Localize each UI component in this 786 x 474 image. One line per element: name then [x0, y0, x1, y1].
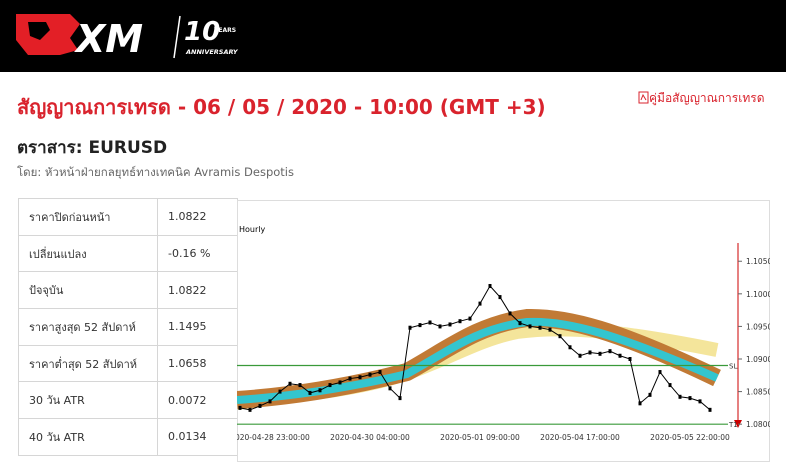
price-candle — [268, 399, 272, 404]
price-candle — [238, 405, 242, 410]
price-candle — [308, 390, 312, 395]
guide-link-text[interactable]: คู่มือสัญญาณการเทรด — [649, 91, 765, 105]
x-tick-label: 2020-04-30 04:00:00 — [330, 433, 410, 442]
x-tick-label: 2020-05-05 22:00:00 — [650, 433, 730, 442]
x-tick-label: 2020-04-28 23:00:00 — [237, 433, 310, 442]
price-candle — [368, 372, 372, 377]
price-candle — [388, 386, 392, 391]
price-candle — [468, 316, 472, 321]
price-candle — [658, 370, 662, 375]
header: XM 10 YEARS ANNIVERSARY — [0, 0, 786, 72]
anniv-years: YEARS — [213, 27, 236, 34]
x-tick-label: 2020-05-04 17:00:00 — [540, 433, 620, 442]
price-candle — [538, 325, 542, 330]
price-candle — [688, 396, 692, 401]
price-candle — [558, 334, 562, 339]
price-candle — [548, 327, 552, 332]
row-value: 0.0134 — [157, 418, 238, 456]
price-candle — [568, 345, 572, 350]
anniv-word: ANNIVERSARY — [185, 48, 239, 56]
chart-subtitle: Hourly — [239, 225, 265, 234]
table-row: ปัจจุบัน 1.0822 — [18, 271, 238, 310]
row-label: ปัจจุบัน — [18, 271, 158, 310]
logo[interactable]: XM 10 YEARS ANNIVERSARY — [0, 0, 260, 72]
table-row: ราคาต่ำสุด 52 สัปดาห์ 1.0658 — [18, 344, 238, 383]
level-label: SL — [729, 363, 737, 371]
price-candle — [438, 324, 442, 329]
price-candle — [598, 351, 602, 356]
price-candle — [278, 389, 282, 394]
price-candle — [478, 301, 482, 306]
level-label: T1 — [728, 421, 738, 429]
y-tick-label: 1.0950 — [746, 322, 770, 331]
author: โดย: หัวหน้าฝ่ายกลยุทธ์ทางเทคนิค Avramis… — [17, 165, 294, 179]
row-label: ราคาต่ำสุด 52 สัปดาห์ — [18, 344, 158, 383]
pdf-icon — [638, 91, 649, 104]
table-row: ราคาปิดก่อนหน้า 1.0822 — [18, 198, 238, 236]
price-candle — [638, 401, 642, 406]
row-label: 40 วัน ATR — [18, 418, 158, 456]
price-candle — [668, 383, 672, 388]
price-candle — [448, 322, 452, 327]
price-candle — [608, 349, 612, 354]
row-value: 1.0822 — [157, 198, 238, 236]
row-label: เปลี่ยนแปลง — [18, 234, 158, 273]
anniv-number: 10 — [184, 17, 220, 47]
price-candle — [298, 383, 302, 388]
row-value: 1.0822 — [157, 271, 238, 310]
price-candle — [418, 323, 422, 328]
y-tick-label: 1.0900 — [746, 355, 770, 364]
price-candle — [508, 311, 512, 316]
table-row: ราคาสูงสุด 52 สัปดาห์ 1.1495 — [18, 308, 238, 346]
price-candle — [488, 284, 492, 289]
price-candle — [258, 403, 262, 408]
row-value: -0.16 % — [157, 234, 238, 273]
price-candle — [458, 319, 462, 324]
price-candle — [338, 380, 342, 385]
table-row: 40 วัน ATR 0.0134 — [18, 418, 238, 456]
row-value: 0.0072 — [157, 381, 238, 420]
price-candle — [628, 357, 632, 362]
price-line — [239, 285, 711, 411]
x-tick-label: 2020-05-01 09:00:00 — [440, 433, 520, 442]
row-label: 30 วัน ATR — [18, 381, 158, 420]
instrument: ตราสาร: EURUSD — [17, 138, 168, 158]
price-candle — [248, 407, 252, 412]
y-tick-label: 1.0800 — [746, 420, 770, 429]
price-candle — [528, 324, 532, 329]
price-candle — [398, 396, 402, 401]
price-candle — [648, 392, 652, 397]
price-candle — [588, 350, 592, 355]
info-table: ราคาปิดก่อนหน้า 1.0822 เปลี่ยนแปลง -0.16 % ป… — [18, 198, 238, 456]
row-label: ราคาสูงสุด 52 สัปดาห์ — [18, 308, 158, 346]
y-tick-label: 1.1050 — [746, 257, 770, 266]
price-candle — [328, 383, 332, 388]
price-candle — [378, 370, 382, 375]
row-value: 1.1495 — [157, 308, 238, 346]
row-value: 1.0658 — [157, 344, 238, 383]
price-candle — [708, 407, 712, 412]
y-tick-label: 1.0850 — [746, 388, 770, 397]
table-row: เปลี่ยนแปลง -0.16 % — [18, 234, 238, 273]
price-candle — [428, 320, 432, 325]
price-candle — [498, 295, 502, 300]
price-candle — [578, 353, 582, 358]
price-candle — [618, 353, 622, 358]
price-candle — [408, 325, 412, 330]
price-candle — [518, 321, 522, 326]
guide-link[interactable]: คู่มือสัญญาณการเทรด — [638, 89, 765, 108]
chart: Hourly 1.0800 1.0850 1.0900 1.0950 1.1000 1.1… — [237, 200, 770, 462]
price-candle — [318, 388, 322, 393]
table-row: 30 วัน ATR 0.0072 — [18, 381, 238, 420]
price-candle — [678, 394, 682, 399]
price-candle — [358, 375, 362, 380]
page-title: สัญญาณการเทรด - 06 / 05 / 2020 - 10:00 (… — [17, 95, 546, 119]
price-candle — [288, 381, 292, 386]
y-tick-label: 1.1000 — [746, 290, 770, 299]
price-candle — [348, 376, 352, 381]
row-label: ราคาปิดก่อนหน้า — [18, 198, 158, 236]
price-candle — [698, 399, 702, 404]
logo-text: XM — [74, 17, 143, 61]
